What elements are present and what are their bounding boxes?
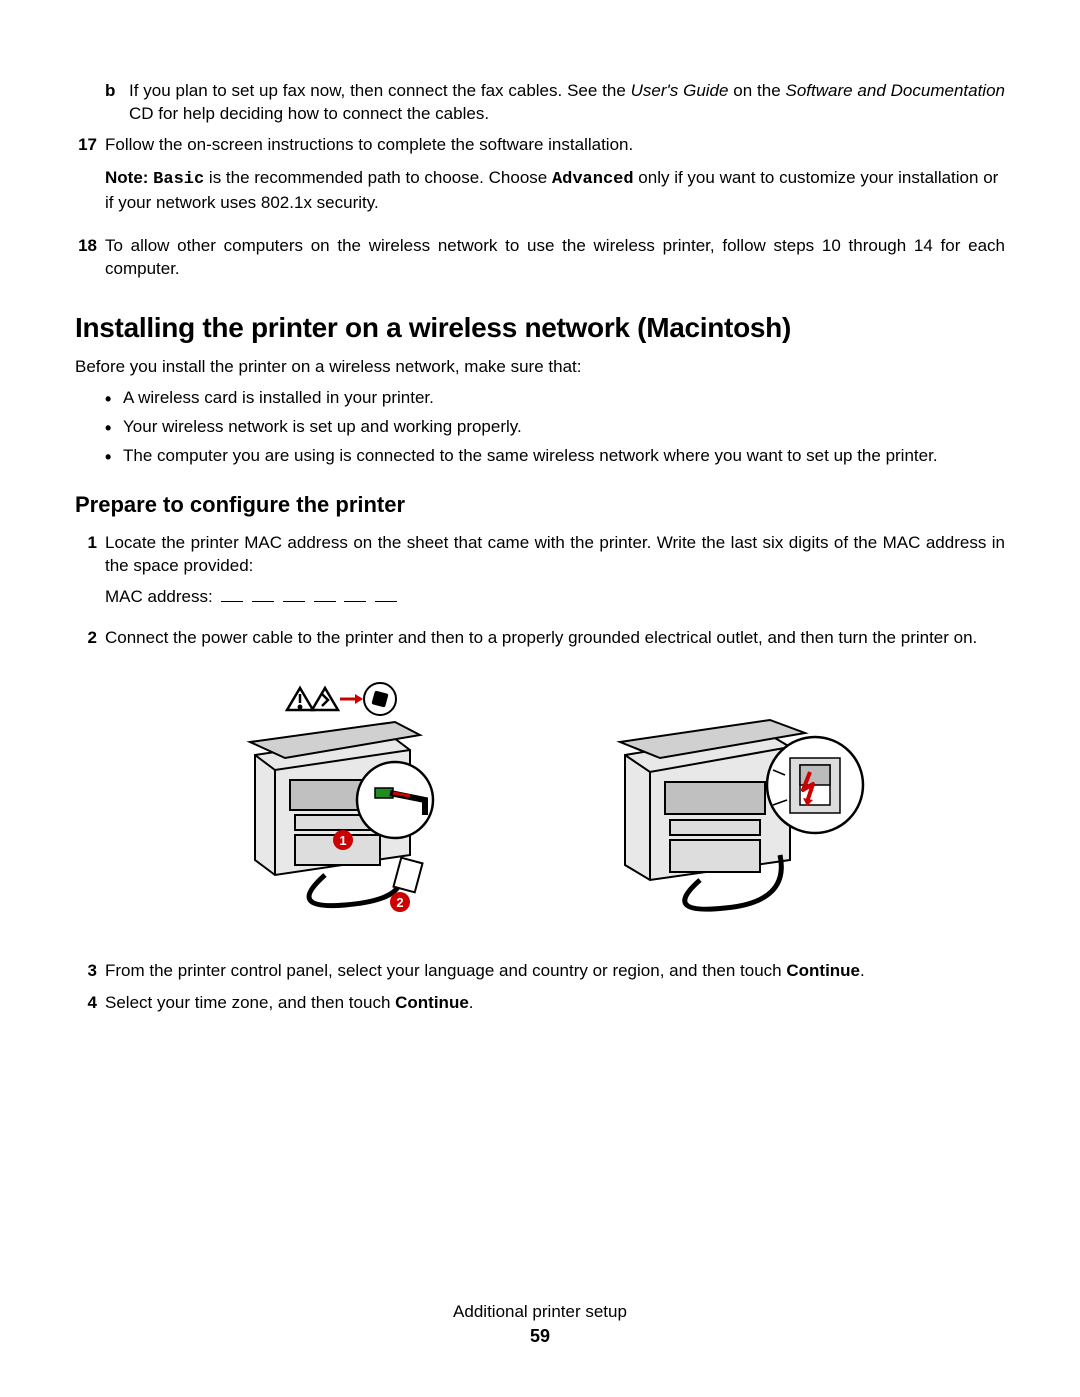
step-17: 17 Follow the on-screen instructions to … — [75, 134, 1005, 225]
prep-4-marker: 4 — [75, 992, 105, 1015]
mac-blank-3 — [283, 601, 305, 602]
sub-item-b: b If you plan to set up fax now, then co… — [105, 80, 1005, 126]
step-18-text: To allow other computers on the wireless… — [105, 235, 1005, 281]
sub-text-b: If you plan to set up fax now, then conn… — [129, 80, 1005, 126]
svg-text:2: 2 — [396, 895, 403, 910]
footer-page-number: 59 — [0, 1326, 1080, 1347]
prep-4-text: Select your time zone, and then touch Co… — [105, 992, 1005, 1015]
footer-title: Additional printer setup — [0, 1302, 1080, 1322]
bullet-1: A wireless card is installed in your pri… — [105, 387, 1005, 410]
prep-3-marker: 3 — [75, 960, 105, 983]
bullet-2: Your wireless network is set up and work… — [105, 416, 1005, 439]
sub-marker-b: b — [105, 80, 129, 126]
prep-3-text: From the printer control panel, select y… — [105, 960, 1005, 983]
printer-switch-icon — [605, 680, 885, 930]
prep-2-marker: 2 — [75, 627, 105, 650]
prep-1-text: Locate the printer MAC address on the sh… — [105, 532, 1005, 578]
section-title: Installing the printer on a wireless net… — [75, 309, 1005, 347]
figure-power-cable: 1 2 — [225, 680, 505, 930]
page-footer: Additional printer setup 59 — [0, 1302, 1080, 1347]
printer-power-icon: 1 2 — [225, 680, 505, 930]
mac-blank-1 — [221, 601, 243, 602]
subsection-title: Prepare to configure the printer — [75, 490, 1005, 520]
prep-1: 1 Locate the printer MAC address on the … — [75, 532, 1005, 617]
intro-text: Before you install the printer on a wire… — [75, 356, 1005, 379]
figures-row: 1 2 — [105, 680, 1005, 930]
prep-1-marker: 1 — [75, 532, 105, 617]
mac-blank-2 — [252, 601, 274, 602]
prep-2: 2 Connect the power cable to the printer… — [75, 627, 1005, 650]
step-17-note: Note: Basic is the recommended path to c… — [105, 167, 1005, 215]
mac-blank-6 — [375, 601, 397, 602]
step-17-marker: 17 — [75, 134, 105, 225]
step-18: 18 To allow other computers on the wirel… — [75, 235, 1005, 281]
mac-blank-5 — [344, 601, 366, 602]
prep-3: 3 From the printer control panel, select… — [75, 960, 1005, 983]
mac-address-line: MAC address: — [105, 586, 1005, 609]
svg-text:1: 1 — [339, 833, 346, 848]
step-17-text: Follow the on-screen instructions to com… — [105, 134, 1005, 157]
step-18-marker: 18 — [75, 235, 105, 281]
figure-power-switch — [605, 680, 885, 930]
prep-2-text: Connect the power cable to the printer a… — [105, 627, 1005, 650]
prep-4: 4 Select your time zone, and then touch … — [75, 992, 1005, 1015]
mac-blank-4 — [314, 601, 336, 602]
bullet-list: A wireless card is installed in your pri… — [105, 387, 1005, 468]
bullet-3: The computer you are using is connected … — [105, 445, 1005, 468]
